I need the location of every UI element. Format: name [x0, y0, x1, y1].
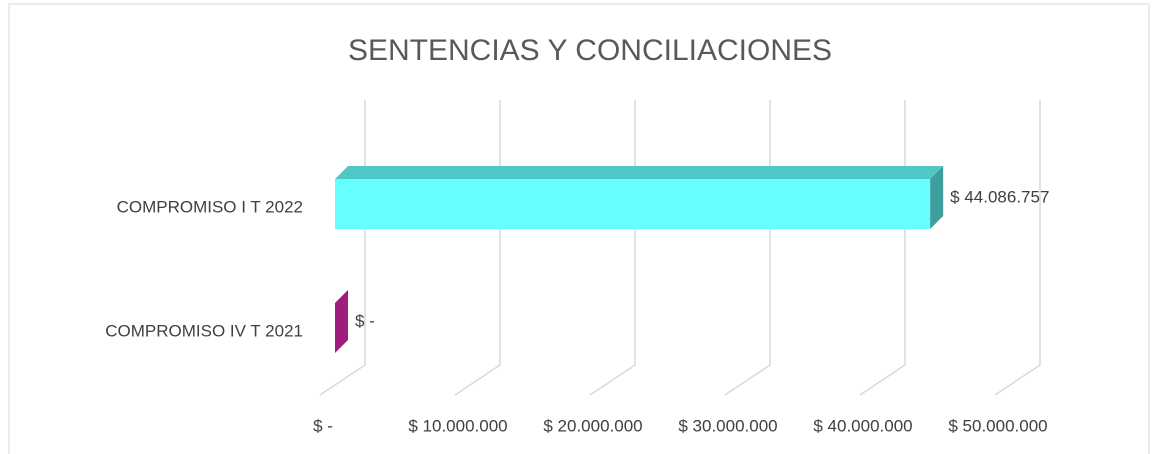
y-tick-label: COMPROMISO I T 2022: [117, 197, 303, 216]
y-tick-label: COMPROMISO IV T 2021: [105, 321, 303, 340]
x-tick-label: $ -: [313, 416, 333, 435]
bar-side: [930, 166, 944, 229]
bar-top: [335, 166, 944, 179]
value-label: $ 44.086.757: [950, 187, 1049, 206]
grid-line: [994, 100, 1041, 396]
bar: [335, 179, 931, 229]
bar-side: [335, 290, 348, 353]
x-tick-label: $ 40.000.000: [813, 416, 912, 435]
chart-title: SENTENCIAS Y CONCILIACIONES: [348, 34, 832, 67]
x-tick-label: $ 20.000.000: [543, 416, 642, 435]
x-tick-label: $ 30.000.000: [678, 416, 777, 435]
value-label: $ -: [355, 311, 375, 330]
x-tick-label: $ 10.000.000: [408, 416, 507, 435]
x-tick-label: $ 50.000.000: [948, 416, 1047, 435]
